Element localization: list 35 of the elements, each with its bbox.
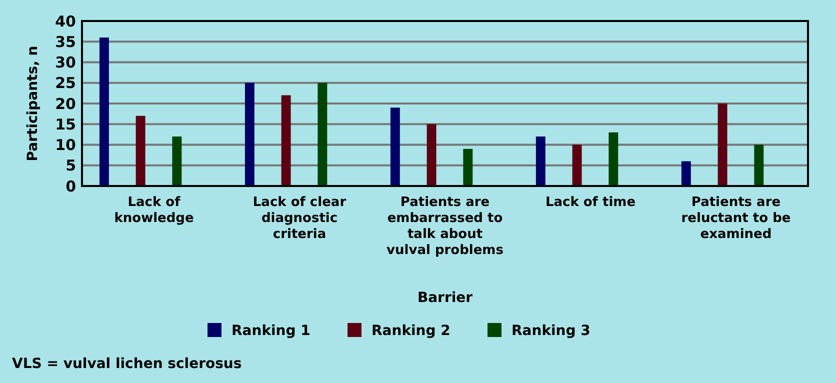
y-tick-label: 0 bbox=[66, 177, 76, 196]
x-tick-label: Lack of knowledge bbox=[114, 195, 194, 226]
x-tick-label: Lack of clear diagnostic criteria bbox=[252, 195, 347, 242]
bar bbox=[136, 116, 146, 186]
y-tick-label: 30 bbox=[55, 54, 76, 72]
y-tick-label: 20 bbox=[55, 94, 76, 113]
bar bbox=[536, 136, 546, 186]
legend-label: Ranking 2 bbox=[372, 322, 450, 339]
bar bbox=[681, 161, 691, 186]
bar bbox=[244, 82, 254, 186]
bar bbox=[281, 95, 291, 186]
bar bbox=[172, 136, 182, 186]
y-tick-label: 35 bbox=[55, 32, 76, 51]
bar bbox=[754, 144, 764, 186]
y-tick-label: 5 bbox=[66, 156, 76, 175]
bar bbox=[99, 38, 109, 186]
legend-label: Ranking 1 bbox=[232, 322, 310, 339]
bar bbox=[608, 132, 618, 186]
bar bbox=[426, 124, 436, 186]
text: VLS = vulval lichen sclerosus bbox=[12, 356, 242, 372]
y-tick-label: 40 bbox=[55, 12, 76, 30]
bar bbox=[463, 148, 473, 186]
x-axis-title: Barrier bbox=[417, 290, 473, 306]
bar bbox=[718, 104, 728, 186]
x-tick-label: Patients are reluctant to be examined bbox=[681, 195, 791, 242]
bar bbox=[318, 82, 328, 186]
y-axis-title: Participants, n bbox=[25, 46, 41, 162]
legend-label: Ranking 3 bbox=[512, 322, 590, 339]
x-tick-label: Lack of time bbox=[545, 195, 636, 210]
y-tick-label: 25 bbox=[55, 74, 76, 92]
y-tick-label: 15 bbox=[55, 115, 76, 134]
y-tick-label: 10 bbox=[55, 136, 76, 154]
bar bbox=[390, 108, 400, 186]
x-tick-label: Patients are embarrassed to talk about vulval problems bbox=[386, 195, 504, 258]
bar bbox=[572, 144, 582, 186]
